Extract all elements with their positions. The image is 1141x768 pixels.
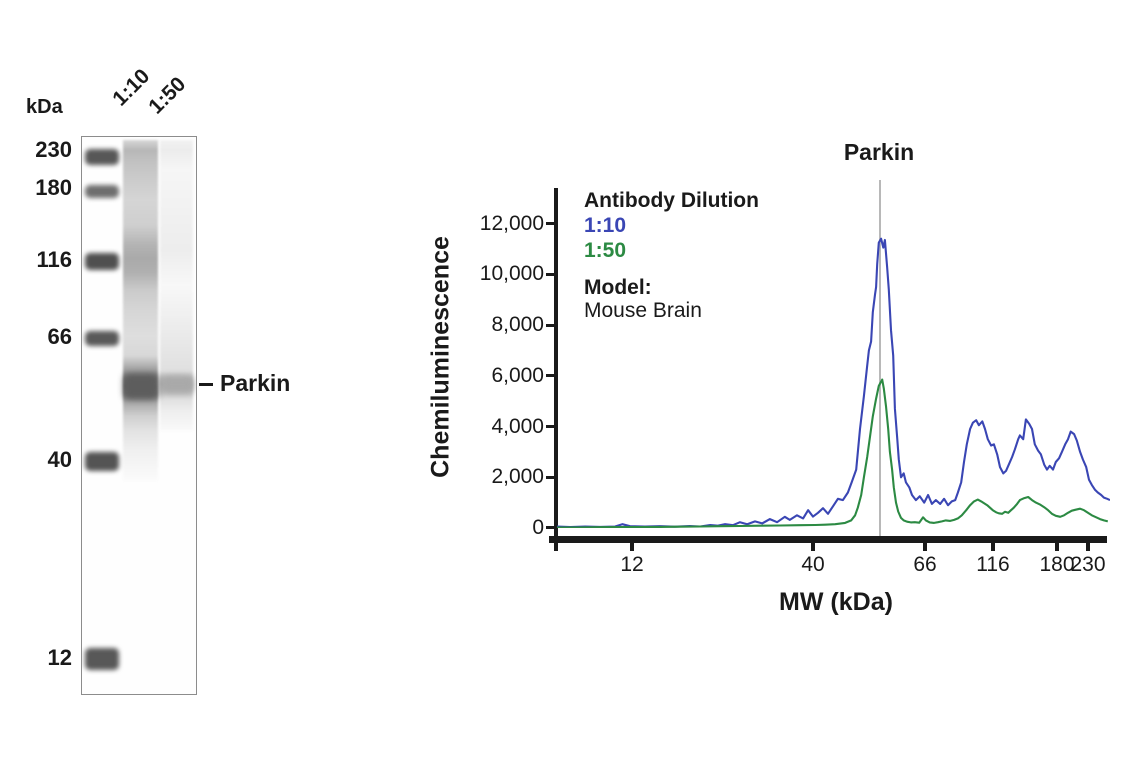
y-tick-mark — [546, 526, 557, 529]
legend-entry-1-50: 1:50 — [584, 239, 627, 262]
x-tick-label-12: 12 — [620, 553, 644, 576]
legend-title: Antibody Dilution — [584, 189, 759, 212]
ladder-band — [85, 184, 119, 198]
x-axis-line — [549, 536, 1107, 543]
parkin-peak-marker-line — [879, 180, 881, 536]
ladder-label-40: 40 — [47, 447, 72, 472]
y-tick-label-6000: 6,000 — [491, 364, 544, 387]
ladder-label-230: 230 — [35, 137, 72, 162]
kda-unit-label: kDa — [26, 96, 63, 118]
x-axis-label: MW (kDa) — [779, 588, 893, 616]
x-tick-label-40: 40 — [801, 553, 825, 576]
series-line-1-10 — [557, 237, 1110, 528]
x-tick-mark — [1055, 536, 1059, 551]
ladder-band — [85, 252, 119, 270]
blot-image — [81, 136, 197, 695]
y-tick-mark — [546, 273, 557, 276]
electropherogram-plot — [557, 237, 1110, 528]
parkin-band — [124, 373, 158, 399]
parkin-band-pointer-dash — [199, 383, 213, 386]
legend-entry-1-10: 1:10 — [584, 214, 627, 237]
parkin-band — [161, 375, 194, 393]
ladder-label-180: 180 — [35, 175, 72, 200]
y-tick-label-0: 0 — [532, 516, 544, 539]
x-tick-mark — [630, 536, 634, 551]
y-tick-label-8000: 8,000 — [491, 313, 544, 336]
y-tick-label-10000: 10,000 — [479, 262, 544, 285]
y-tick-label-4000: 4,000 — [491, 415, 544, 438]
legend-model-label: Model: — [584, 276, 652, 299]
y-tick-label-2000: 2,000 — [491, 465, 544, 488]
series-line-1-50 — [557, 378, 1109, 528]
x-tick-label-66: 66 — [913, 553, 937, 576]
x-tick-mark — [923, 536, 927, 551]
ladder-band — [85, 451, 119, 471]
parkin-band-label: Parkin — [220, 370, 291, 396]
ladder-band — [85, 330, 119, 346]
y-tick-mark — [546, 476, 557, 479]
chart-title: Parkin — [843, 139, 915, 165]
y-axis-line — [554, 188, 558, 551]
x-tick-mark — [811, 536, 815, 551]
lane-1-10-smear — [123, 140, 158, 481]
x-tick-label-180: 180 — [1039, 553, 1075, 576]
y-tick-mark — [546, 222, 557, 225]
x-tick-mark — [1086, 536, 1090, 551]
x-tick-mark — [991, 536, 995, 551]
ladder-band — [85, 149, 119, 165]
legend-model-value: Mouse Brain — [584, 299, 702, 322]
ladder-label-66: 66 — [47, 324, 72, 349]
y-tick-label-12000: 12,000 — [479, 212, 544, 235]
x-tick-label-116: 116 — [976, 553, 1010, 576]
ladder-label-116: 116 — [36, 247, 73, 272]
ladder-band — [85, 648, 119, 670]
ladder-label-12: 12 — [47, 645, 72, 670]
y-tick-mark — [546, 425, 557, 428]
x-tick-label-230: 230 — [1070, 553, 1106, 576]
y-tick-mark — [546, 324, 557, 327]
y-tick-mark — [546, 374, 557, 377]
